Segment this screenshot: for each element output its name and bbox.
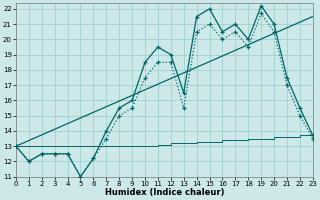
X-axis label: Humidex (Indice chaleur): Humidex (Indice chaleur) — [105, 188, 224, 197]
